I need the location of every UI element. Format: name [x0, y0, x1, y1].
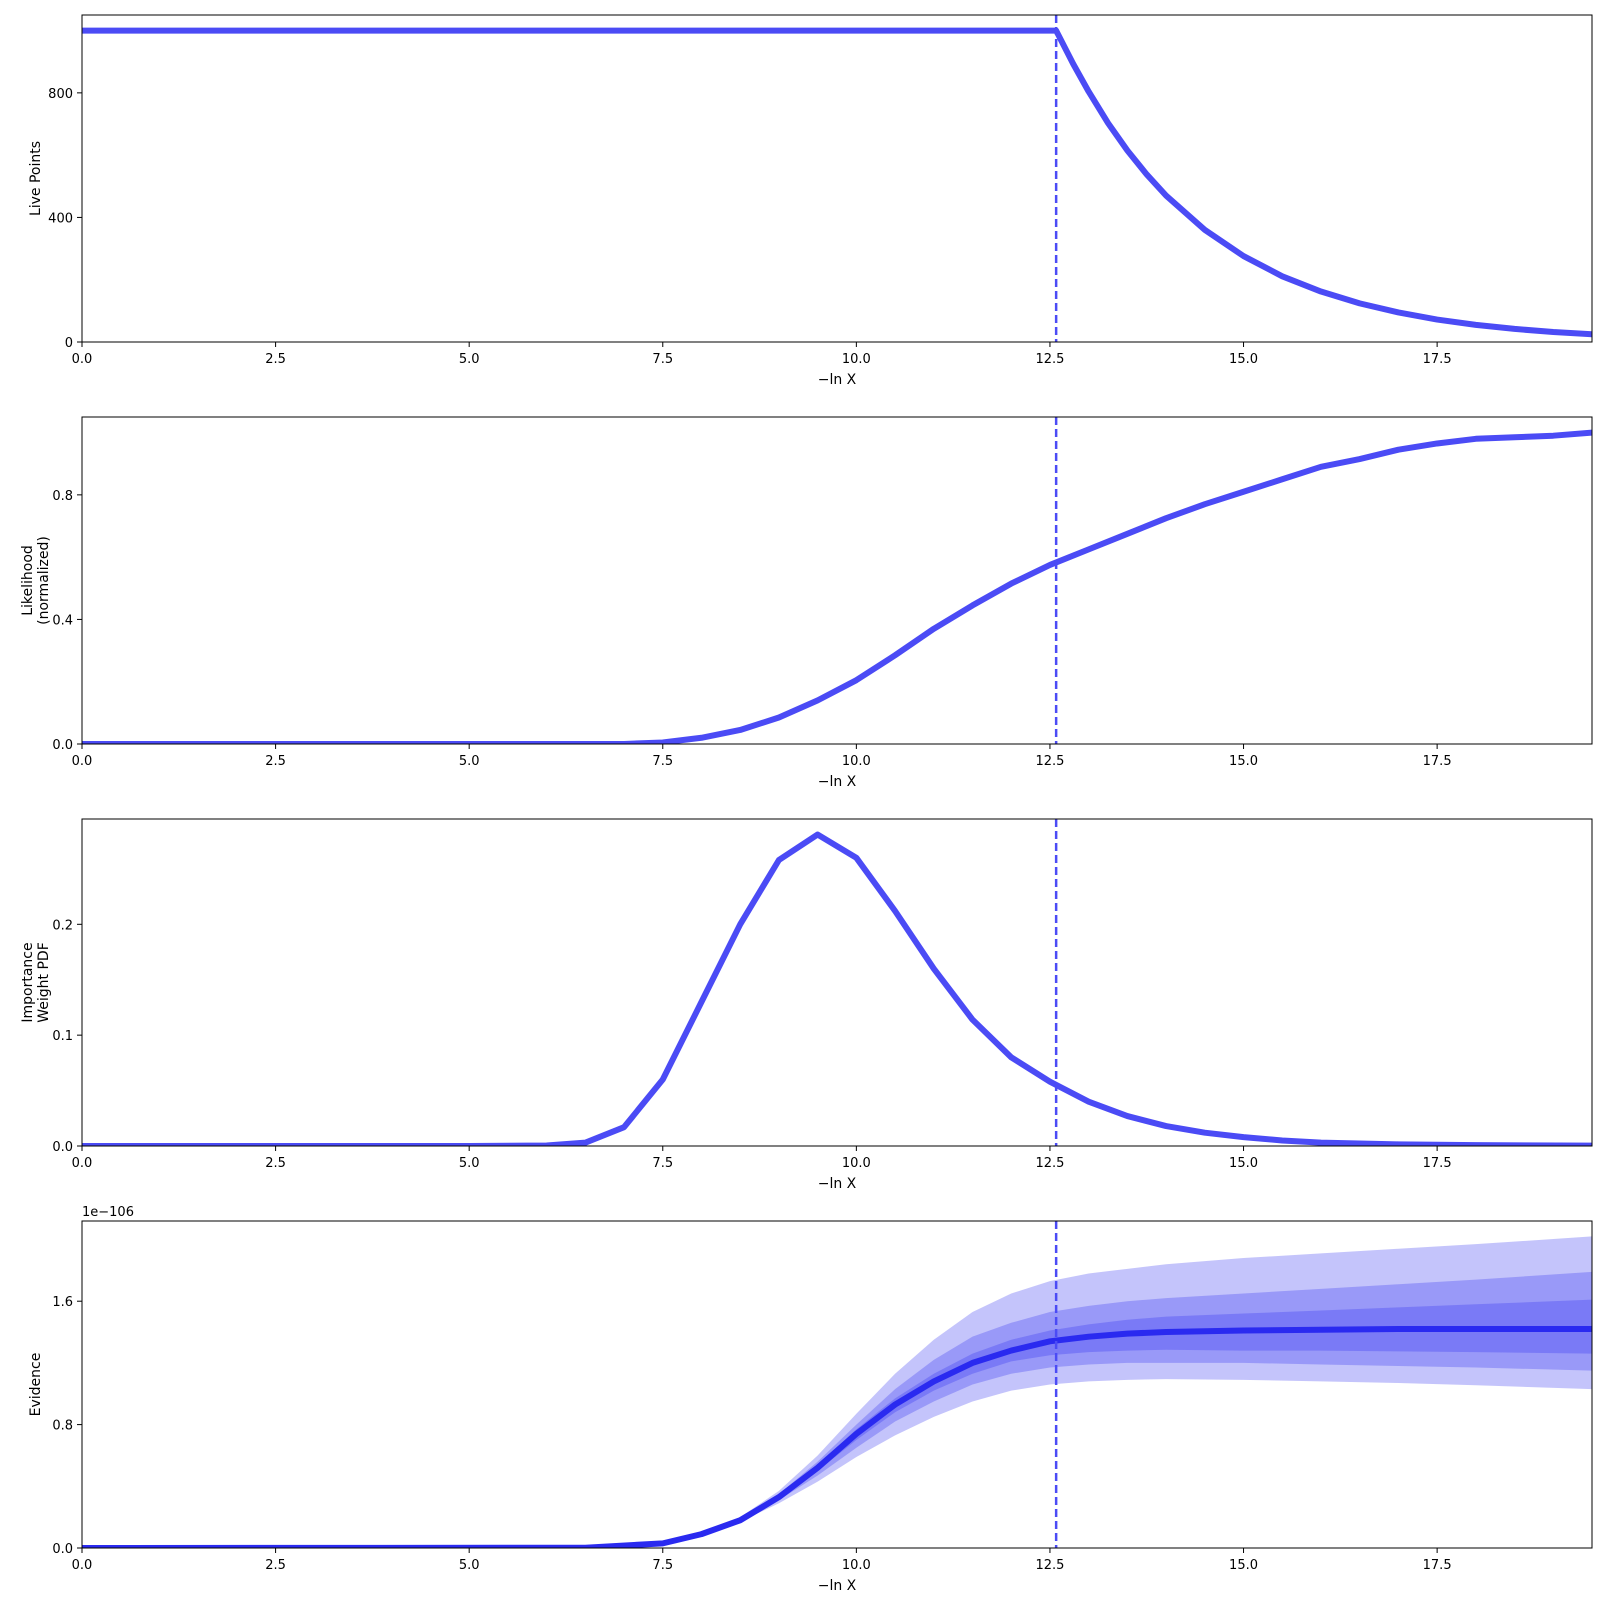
x-tick-label: 12.5: [1035, 1558, 1064, 1573]
x-tick-label: 0.0: [72, 754, 93, 769]
x-tick-label: 5.0: [459, 1558, 480, 1573]
y-tick-label: 0.0: [52, 1542, 73, 1557]
y-tick-label: 0.1: [52, 1029, 73, 1044]
y-axis-label: Likelihood: [20, 545, 36, 616]
series-line-0: [82, 831, 1592, 1146]
x-tick-label: 17.5: [1423, 754, 1452, 769]
x-tick-label: 5.0: [459, 754, 480, 769]
x-tick-label: 15.0: [1229, 754, 1258, 769]
x-axis-label: −ln X: [818, 1176, 857, 1192]
x-tick-label: 0.0: [72, 1156, 93, 1171]
y-axis-label: (normalized): [36, 536, 52, 625]
y-tick-label: 0.0: [52, 738, 73, 753]
evidence-band-0: [82, 1236, 1592, 1548]
y-axis-label: Weight PDF: [36, 942, 52, 1023]
y-tick-label: 0.2: [52, 918, 73, 933]
evidence-median-line: [82, 1325, 1592, 1548]
x-tick-label: 7.5: [652, 1558, 673, 1573]
x-tick-label: 15.0: [1229, 352, 1258, 367]
y-tick-label: 1.6: [52, 1295, 73, 1310]
likelihood-panel: 0.0 2.5 5.0 7.5 10.0 12.5 15.0 17.5 0.0 0.4 0.8 −ln…: [20, 416, 1593, 790]
x-tick-label: 12.5: [1035, 754, 1064, 769]
axes-frame: [81, 818, 1593, 1147]
y-tick-label: 0.0: [52, 1140, 73, 1155]
plot-area: [82, 417, 1592, 744]
x-tick-label: 10.0: [842, 754, 871, 769]
y-tick-label: 0.8: [52, 1419, 73, 1434]
y-tick-label: 800: [48, 87, 73, 102]
x-tick-label: 2.5: [265, 1558, 286, 1573]
y-tick-label: 0: [65, 336, 73, 351]
series-line-0: [82, 27, 1592, 338]
x-tick-label: 2.5: [265, 1156, 286, 1171]
importance-weight-panel: 0.0 2.5 5.0 7.5 10.0 12.5 15.0 17.5 0.0 0.1 0.2 −ln…: [20, 818, 1593, 1192]
x-tick-label: 0.0: [72, 352, 93, 367]
x-tick-label: 5.0: [459, 1156, 480, 1171]
evidence-panel: 0.0 2.5 5.0 7.5 10.0 12.5 15.0 17.5 0.0 0.8 1.6 −ln…: [28, 1205, 1593, 1594]
x-tick-label: 15.0: [1229, 1558, 1258, 1573]
y-tick-label: 0.8: [52, 489, 73, 504]
x-axis-label: −ln X: [818, 1578, 857, 1594]
x-tick-label: 2.5: [265, 754, 286, 769]
x-tick-label: 17.5: [1423, 352, 1452, 367]
x-tick-label: 5.0: [459, 352, 480, 367]
x-tick-label: 7.5: [652, 1156, 673, 1171]
x-axis-label: −ln X: [818, 372, 857, 388]
x-tick-label: 10.0: [842, 352, 871, 367]
y-offset-label: 1e−106: [82, 1205, 134, 1220]
evidence-band-2: [82, 1299, 1592, 1548]
plot-area: [82, 819, 1592, 1146]
x-tick-label: 10.0: [842, 1558, 871, 1573]
x-tick-label: 7.5: [652, 754, 673, 769]
axes-frame: [81, 416, 1593, 745]
y-tick-label: 0.4: [52, 613, 73, 628]
x-tick-label: 17.5: [1423, 1156, 1452, 1171]
y-axis-label: Importance: [20, 942, 36, 1022]
x-tick-label: 7.5: [652, 352, 673, 367]
y-tick-label: 400: [48, 211, 73, 226]
y-axis-label: Live Points: [28, 141, 44, 216]
x-tick-label: 10.0: [842, 1156, 871, 1171]
x-tick-label: 12.5: [1035, 352, 1064, 367]
plot-area: [82, 15, 1592, 342]
x-axis-label: −ln X: [818, 774, 857, 790]
y-axis-label: Evidence: [28, 1353, 44, 1417]
x-tick-label: 0.0: [72, 1558, 93, 1573]
x-tick-label: 15.0: [1229, 1156, 1258, 1171]
live-points-panel: 0.0 2.5 5.0 7.5 10.0 12.5 15.0 17.5 0 400 800 −ln X…: [28, 14, 1593, 388]
x-tick-label: 12.5: [1035, 1156, 1064, 1171]
x-tick-label: 2.5: [265, 352, 286, 367]
plot-area: [82, 1221, 1592, 1548]
axes-frame: [81, 1220, 1593, 1549]
axes-frame: [81, 14, 1593, 343]
evidence-band-1: [82, 1271, 1592, 1548]
x-tick-label: 17.5: [1423, 1558, 1452, 1573]
series-line-0: [82, 429, 1592, 744]
